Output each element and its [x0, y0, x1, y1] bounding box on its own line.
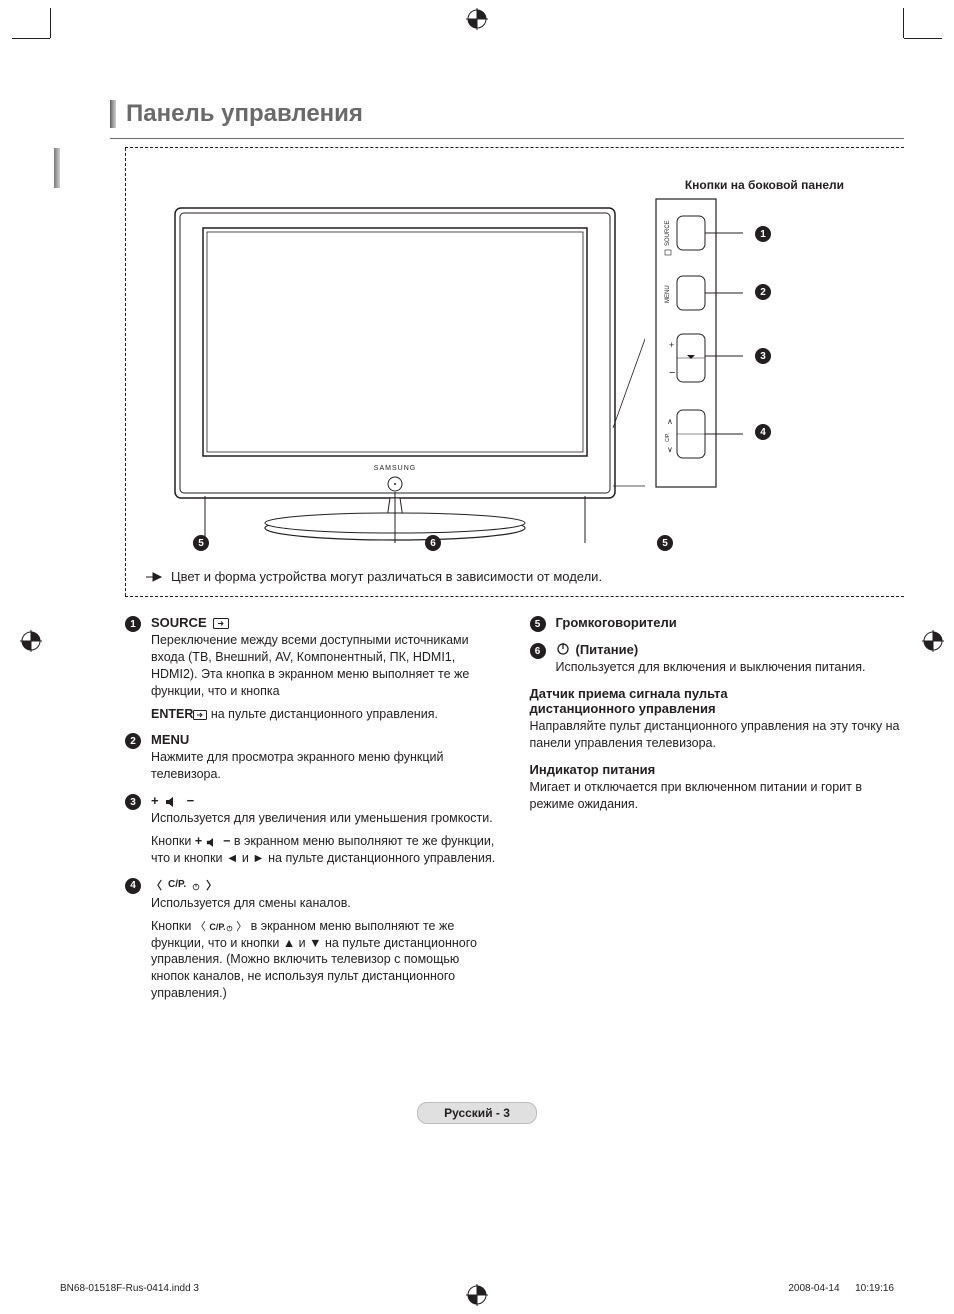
diagram-container: Кнопки на боковой панели SAMSUNG	[125, 147, 904, 597]
enter-label: ENTER	[151, 707, 193, 721]
left-column: 1 SOURCE Переключение между всеми доступ…	[125, 615, 500, 1012]
svg-text:∧: ∧	[667, 417, 673, 426]
power-small-icon	[226, 919, 233, 933]
side-panel-illustration: SOURCE MENU + − ∧ ∨ C/P.	[655, 198, 745, 488]
diagram-note-text: Цвет и форма устройства могут различатьс…	[171, 569, 602, 584]
item1-title: SOURCE	[151, 615, 207, 630]
crop-line	[903, 8, 904, 38]
svg-text:MENU: MENU	[665, 285, 671, 303]
callout-bullet-2: 2	[755, 284, 771, 300]
registration-mark-icon	[20, 630, 42, 652]
item2-text: Нажмите для просмотра экранного меню фун…	[151, 749, 500, 783]
item2-title: MENU	[151, 732, 500, 747]
desc-bullet-2: 2	[125, 733, 141, 749]
indicator-text: Мигает и отключается при включенном пита…	[530, 779, 905, 813]
callout-bullet-4: 4	[755, 424, 771, 440]
power-icon	[556, 642, 570, 657]
sensor-title2: дистанционного управления	[530, 701, 905, 716]
svg-text:−: −	[669, 367, 675, 379]
crop-line	[50, 8, 51, 38]
enter-icon	[193, 707, 207, 721]
tv-illustration: SAMSUNG	[145, 198, 645, 543]
indicator-title: Индикатор питания	[530, 762, 905, 777]
item6-title: (Питание)	[576, 642, 639, 657]
volume-icon	[165, 793, 181, 808]
side-accent-bar	[54, 148, 60, 188]
item6-text: Используется для включения и выключения …	[556, 659, 905, 676]
crop-line	[12, 38, 50, 39]
desc-bullet-6: 6	[530, 643, 546, 659]
item5-title: Громкоговорители	[556, 615, 905, 630]
item4-text2a: Кнопки	[151, 919, 195, 933]
footer-doc-id: BN68-01518F-Rus-0414.indd 3	[60, 1283, 199, 1294]
registration-mark-icon	[922, 630, 944, 652]
heading-accent-bar	[110, 100, 116, 128]
callout-bullet-6: 6	[425, 535, 441, 551]
item3-text1: Используется для увеличения или уменьшен…	[151, 810, 500, 827]
side-panel-label: Кнопки на боковой панели	[145, 178, 844, 192]
power-small-icon	[192, 877, 200, 892]
desc-bullet-3: 3	[125, 794, 141, 810]
item4-title: 〈 C/P. 〉	[151, 877, 500, 893]
callout-bullet-5b: 5	[657, 535, 673, 551]
item1-text: Переключение между всеми доступными исто…	[151, 632, 500, 700]
crop-line	[904, 38, 942, 39]
note-arrow-icon	[145, 571, 163, 583]
desc-bullet-5: 5	[530, 616, 546, 632]
page-title: Панель управления	[126, 100, 363, 128]
callout-bullet-1: 1	[755, 226, 771, 242]
sensor-title1: Датчик приема сигнала пульта	[530, 686, 905, 701]
desc-bullet-1: 1	[125, 616, 141, 632]
page-number-badge: Русский - 3	[417, 1102, 537, 1124]
item4-text1: Используется для смены каналов.	[151, 895, 500, 912]
right-column: 5 Громкоговорители 6 (Питание) Используе…	[530, 615, 905, 1012]
enter-suffix: на пульте дистанционного управления.	[207, 707, 438, 721]
svg-text:SOURCE: SOURCE	[665, 220, 671, 246]
item3-title: + −	[151, 793, 500, 808]
heading-rule	[110, 138, 904, 139]
desc-bullet-4: 4	[125, 878, 141, 894]
svg-text:∨: ∨	[667, 445, 673, 454]
registration-mark-icon	[466, 8, 488, 30]
svg-text:C/P.: C/P.	[665, 433, 671, 442]
source-icon	[213, 615, 229, 630]
footer-timestamp: 2008-04-14 10:19:16	[788, 1283, 894, 1294]
tv-brand-text: SAMSUNG	[374, 465, 416, 472]
callout-bullet-5: 5	[193, 535, 209, 551]
sensor-text: Направляйте пульт дистанционного управле…	[530, 718, 905, 752]
callout-bullet-3: 3	[755, 348, 771, 364]
volume-icon	[206, 834, 220, 848]
svg-text:+: +	[669, 340, 674, 350]
item3-text2a: Кнопки	[151, 834, 195, 848]
